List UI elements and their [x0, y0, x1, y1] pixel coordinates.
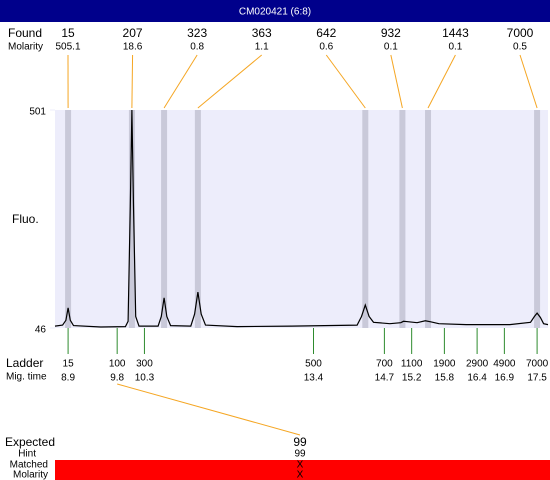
peak-band	[399, 110, 406, 328]
found-size: 363	[252, 26, 272, 40]
time-label: Mig. time	[6, 372, 47, 383]
found-size: 1443	[442, 26, 469, 40]
found-molarity: 505.1	[55, 42, 80, 53]
found-size: 642	[316, 26, 336, 40]
y-label: Fluo.	[12, 212, 39, 226]
found-molarity: 0.5	[513, 42, 527, 53]
peak-connector	[131, 54, 134, 109]
found-label: Found	[8, 26, 42, 40]
ladder-size: 2900	[466, 359, 489, 370]
peak-connector	[390, 54, 403, 109]
expected-molarity-label: Molarity	[13, 470, 48, 480]
matched-value: X	[297, 460, 304, 471]
ladder-time: 9.8	[110, 373, 124, 384]
peak-connector	[163, 54, 198, 109]
found-molarity: 0.1	[448, 42, 462, 53]
peak-band	[161, 110, 168, 328]
ladder-time: 16.4	[467, 373, 487, 384]
found-size: 323	[187, 26, 207, 40]
hint-label: Hint	[18, 449, 36, 460]
peak-band	[128, 110, 135, 328]
ladder-time: 13.4	[304, 373, 324, 384]
ladder-time: 8.9	[61, 373, 75, 384]
ladder-time: 16.9	[495, 373, 515, 384]
found-size: 15	[61, 26, 75, 40]
ladder-size: 700	[376, 359, 393, 370]
expected-molarity-value: X	[297, 470, 304, 480]
ladder-time: 14.7	[375, 373, 395, 384]
peak-band	[534, 110, 541, 328]
match-bar	[55, 460, 550, 480]
ladder-time: 10.3	[135, 373, 155, 384]
plot-area	[55, 110, 548, 328]
ladder-size: 500	[305, 359, 322, 370]
ladder-size: 1900	[433, 359, 456, 370]
expected-label: Expected	[5, 435, 55, 449]
molarity-label: Molarity	[8, 42, 43, 53]
y-tick-label: 46	[35, 325, 47, 336]
peak-band	[65, 110, 72, 328]
found-molarity: 0.6	[319, 42, 333, 53]
found-molarity: 0.8	[190, 42, 204, 53]
peak-connector	[325, 54, 366, 109]
ladder-time: 15.2	[402, 373, 422, 384]
peak-band	[425, 110, 432, 328]
ladder-label: Ladder	[6, 356, 43, 370]
found-molarity: 18.6	[123, 42, 143, 53]
ladder-size: 100	[109, 359, 126, 370]
hint-value: 99	[294, 449, 306, 460]
peak-band	[194, 110, 201, 328]
ladder-time: 15.8	[435, 373, 455, 384]
expected-connector	[117, 383, 301, 436]
matched-label: Matched	[10, 460, 48, 471]
peak-connector	[427, 54, 456, 109]
found-molarity: 1.1	[255, 42, 269, 53]
peak-connector	[197, 54, 263, 109]
peak-connector	[519, 54, 538, 109]
ladder-time: 17.5	[527, 373, 547, 384]
found-size: 207	[123, 26, 143, 40]
title-bar	[0, 0, 550, 22]
title: CM020421 (6:8)	[239, 7, 311, 18]
ladder-size: 4900	[493, 359, 516, 370]
ladder-size: 1100	[401, 359, 423, 370]
found-molarity: 0.1	[384, 42, 398, 53]
ladder-size: 7000	[526, 359, 549, 370]
found-size: 7000	[507, 26, 534, 40]
ladder-size: 15	[63, 359, 75, 370]
trace-line	[54, 109, 549, 328]
peak-band	[362, 110, 369, 328]
ladder-size: 300	[136, 359, 153, 370]
y-tick-label: 501	[29, 107, 46, 118]
found-size: 932	[381, 26, 401, 40]
expected-value: 99	[293, 435, 307, 449]
